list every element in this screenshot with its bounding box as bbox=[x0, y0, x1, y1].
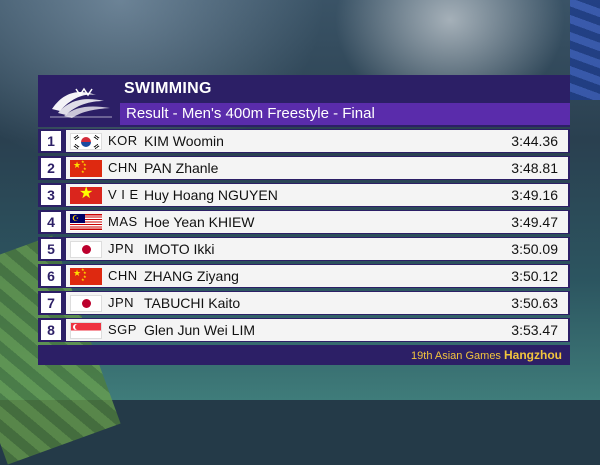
result-time: 3:44.36 bbox=[511, 133, 558, 149]
rank-badge: 8 bbox=[41, 320, 61, 340]
result-bar: ★ V I E Huy Hoang NGUYEN 3:49.16 bbox=[66, 184, 568, 206]
athlete-name: IMOTO Ikki bbox=[144, 241, 215, 257]
asian-games-logo-icon bbox=[50, 87, 112, 118]
board-header: SWIMMING Result - Men's 400m Freestyle -… bbox=[38, 75, 570, 127]
result-row: 2 ★ ★ ★ ★ ★ CHN PAN Zhanle 3:48.81 bbox=[38, 156, 570, 180]
flag-vie-icon: ★ bbox=[70, 187, 102, 204]
athlete-name: PAN Zhanle bbox=[144, 160, 219, 176]
result-bar: ★ ★ ★ ★ ★ CHN ZHANG Ziyang 3:50.12 bbox=[66, 265, 568, 287]
rank-badge: 6 bbox=[41, 266, 61, 286]
result-row: 8 SGP Glen Jun Wei LIM 3:53.47 bbox=[38, 318, 570, 342]
result-row: 7 JPN TABUCHI Kaito 3:50.63 bbox=[38, 291, 570, 315]
rank-badge: 7 bbox=[41, 293, 61, 313]
flag-chn-icon: ★ ★ ★ ★ ★ bbox=[70, 268, 102, 285]
rank-badge: 2 bbox=[41, 158, 61, 178]
result-bar: JPN IMOTO Ikki 3:50.09 bbox=[66, 238, 568, 260]
result-row: 3 ★ V I E Huy Hoang NGUYEN 3:49.16 bbox=[38, 183, 570, 207]
result-bar: SGP Glen Jun Wei LIM 3:53.47 bbox=[66, 319, 568, 341]
results-board: SWIMMING Result - Men's 400m Freestyle -… bbox=[38, 75, 570, 365]
games-city: Hangzhou bbox=[504, 348, 562, 362]
result-time: 3:50.12 bbox=[511, 268, 558, 284]
athlete-name: Huy Hoang NGUYEN bbox=[144, 187, 278, 203]
rank-badge: 3 bbox=[41, 185, 61, 205]
rank-badge: 1 bbox=[41, 131, 61, 151]
games-label: 19th Asian Games Hangzhou bbox=[411, 345, 562, 366]
rank-badge: 4 bbox=[41, 212, 61, 232]
flag-jpn-icon bbox=[70, 241, 102, 258]
athlete-name: KIM Woomin bbox=[144, 133, 224, 149]
result-row: 1 KOR KIM Woomin 3:44.36 bbox=[38, 129, 570, 153]
noc-code: CHN bbox=[108, 268, 138, 283]
results-list: 1 KOR KIM Woomin 3:44.36 2 ★ ★ ★ ★ ★ CHN PAN Zhanle… bbox=[38, 129, 570, 345]
flag-chn-icon: ★ ★ ★ ★ ★ bbox=[70, 160, 102, 177]
lane-rope bbox=[570, 0, 600, 100]
flag-kor-icon bbox=[70, 133, 102, 150]
result-time: 3:48.81 bbox=[511, 160, 558, 176]
noc-code: JPN bbox=[108, 241, 135, 256]
result-row: 6 ★ ★ ★ ★ ★ CHN ZHANG Ziyang 3:50.12 bbox=[38, 264, 570, 288]
result-time: 3:53.47 bbox=[511, 322, 558, 338]
noc-code: CHN bbox=[108, 160, 138, 175]
sport-title: SWIMMING bbox=[124, 80, 212, 97]
flag-jpn-icon bbox=[70, 295, 102, 312]
result-time: 3:50.09 bbox=[511, 241, 558, 257]
result-bar: ☪ MAS Hoe Yean KHIEW 3:49.47 bbox=[66, 211, 568, 233]
noc-code: V I E bbox=[108, 187, 139, 202]
athlete-name: Glen Jun Wei LIM bbox=[144, 322, 256, 338]
noc-code: MAS bbox=[108, 214, 138, 229]
games-name: 19th Asian Games bbox=[411, 350, 501, 362]
result-bar: KOR KIM Woomin 3:44.36 bbox=[66, 130, 568, 152]
athlete-name: Hoe Yean KHIEW bbox=[144, 214, 255, 230]
result-row: 5 JPN IMOTO Ikki 3:50.09 bbox=[38, 237, 570, 261]
flag-mas-icon: ☪ bbox=[70, 214, 102, 231]
noc-code: JPN bbox=[108, 295, 135, 310]
event-title: Result - Men's 400m Freestyle - Final bbox=[120, 103, 570, 125]
rank-badge: 5 bbox=[41, 239, 61, 259]
result-row: 4 ☪ MAS Hoe Yean KHIEW 3:49.47 bbox=[38, 210, 570, 234]
noc-code: KOR bbox=[108, 133, 138, 148]
result-time: 3:49.47 bbox=[511, 214, 558, 230]
flag-sgp-icon bbox=[70, 322, 102, 339]
result-time: 3:50.63 bbox=[511, 295, 558, 311]
board-footer: 19th Asian Games Hangzhou bbox=[38, 345, 570, 365]
result-bar: ★ ★ ★ ★ ★ CHN PAN Zhanle 3:48.81 bbox=[66, 157, 568, 179]
result-time: 3:49.16 bbox=[511, 187, 558, 203]
noc-code: SGP bbox=[108, 322, 137, 337]
athlete-name: ZHANG Ziyang bbox=[144, 268, 239, 284]
result-bar: JPN TABUCHI Kaito 3:50.63 bbox=[66, 292, 568, 314]
athlete-name: TABUCHI Kaito bbox=[144, 295, 241, 311]
